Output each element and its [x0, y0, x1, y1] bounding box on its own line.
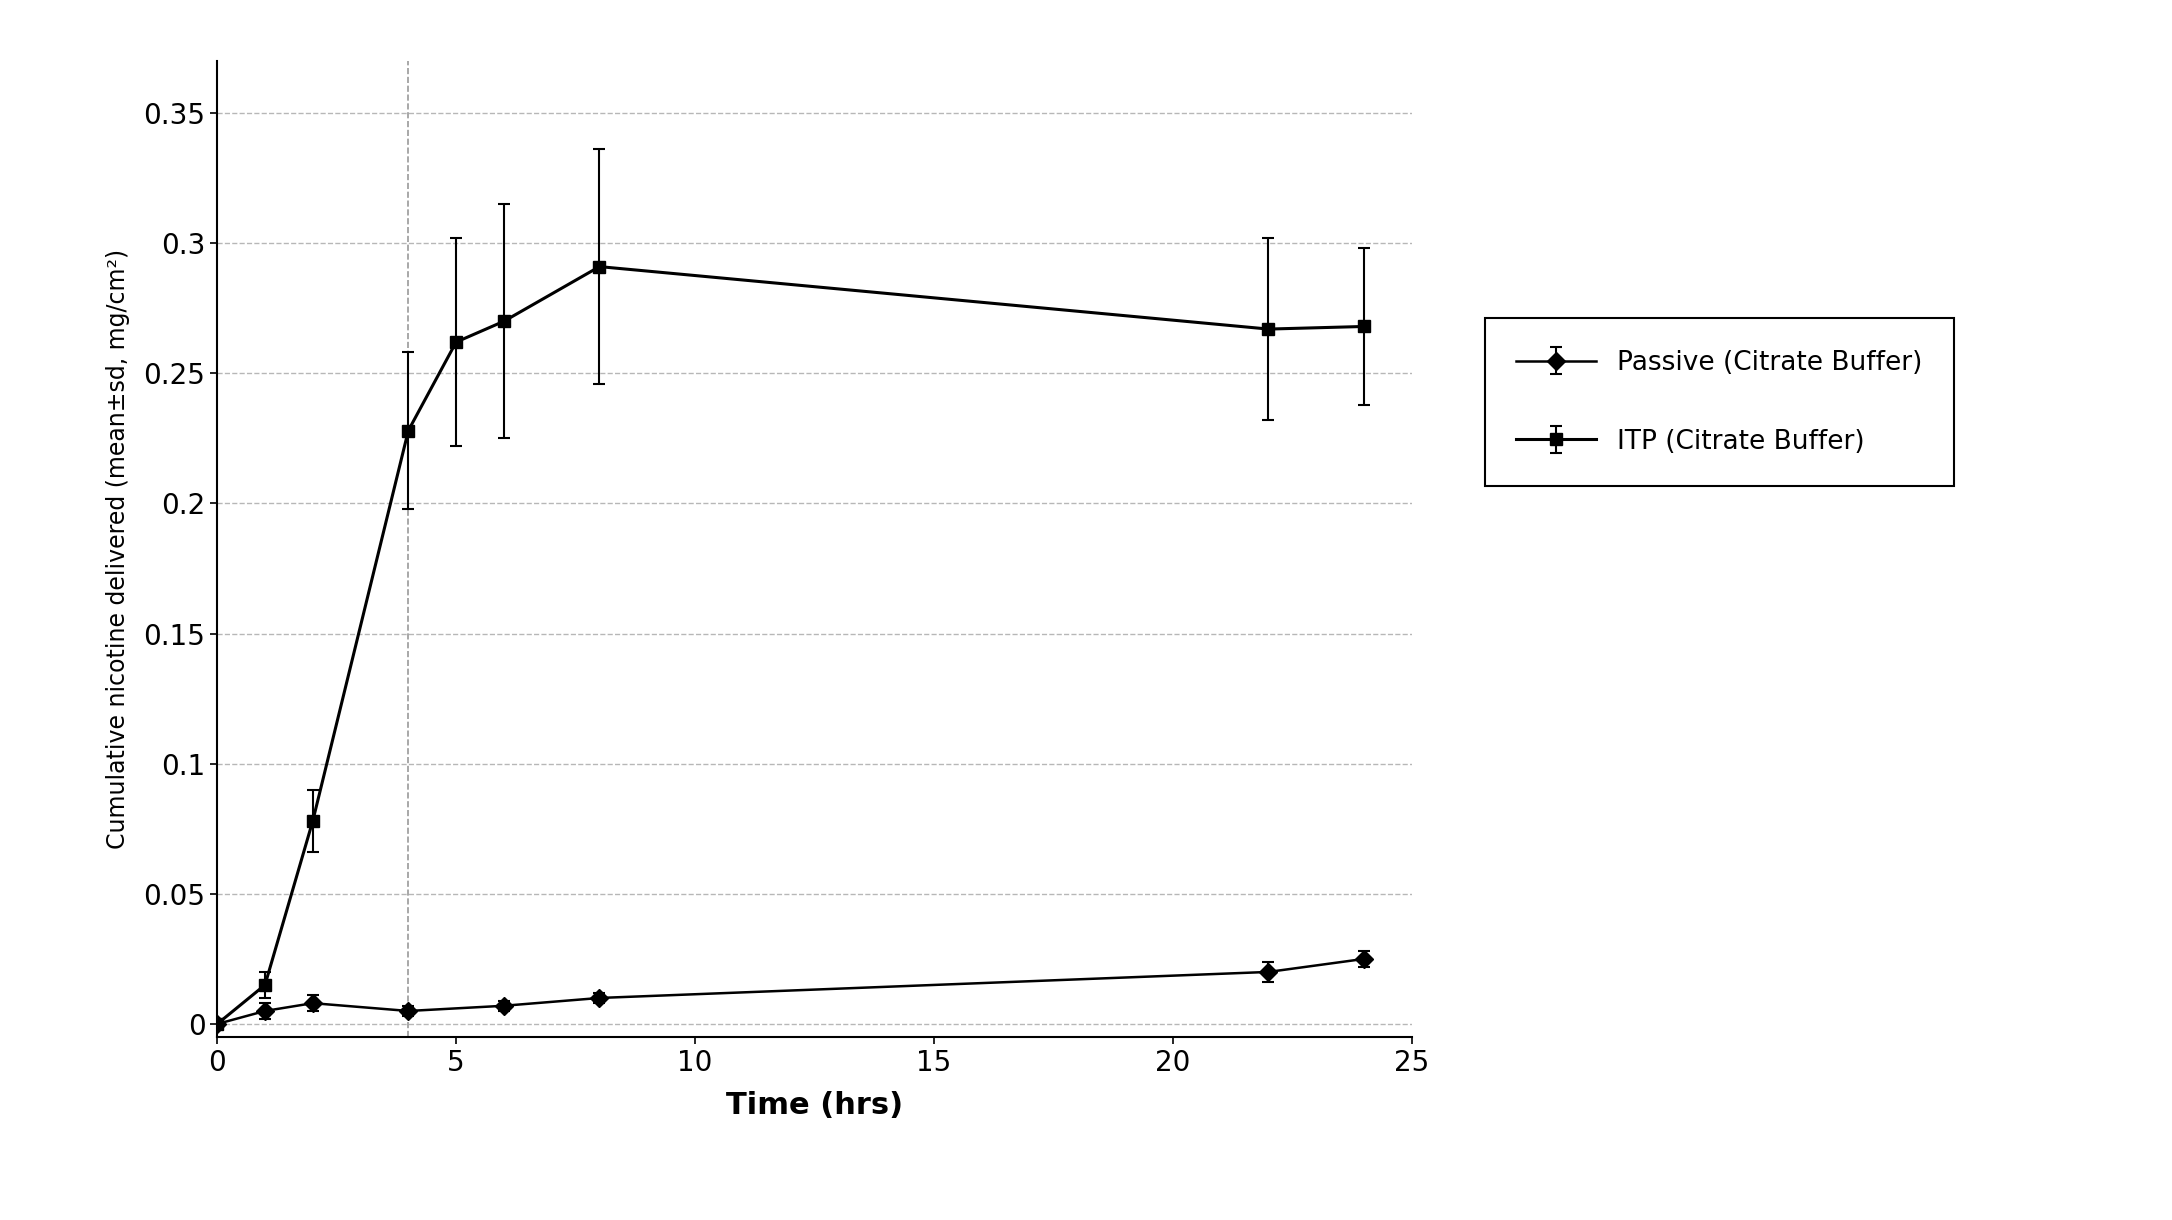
Legend: Passive (Citrate Buffer), ITP (Citrate Buffer): Passive (Citrate Buffer), ITP (Citrate B…	[1486, 318, 1953, 487]
Y-axis label: Cumulative nicotine delivered (mean±sd, mg/cm²): Cumulative nicotine delivered (mean±sd, …	[106, 249, 130, 849]
X-axis label: Time (hrs): Time (hrs)	[725, 1091, 904, 1120]
